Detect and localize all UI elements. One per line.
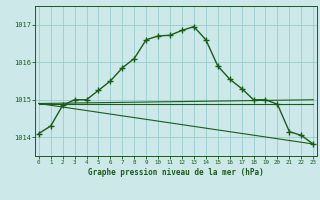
X-axis label: Graphe pression niveau de la mer (hPa): Graphe pression niveau de la mer (hPa) — [88, 168, 264, 177]
